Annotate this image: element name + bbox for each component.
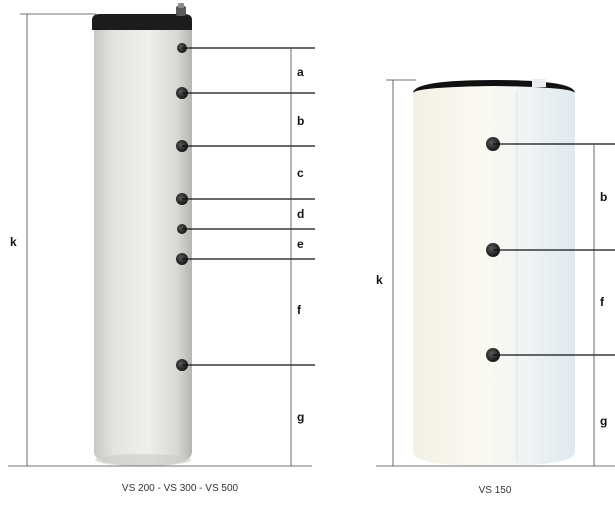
left-port-2 (176, 87, 315, 99)
right-tank (413, 79, 575, 466)
right-height-dimension (376, 79, 615, 467)
right-connections (486, 137, 615, 362)
left-tank-bottom (95, 454, 191, 466)
left-port-5 (177, 224, 315, 234)
right-tank-rim-highlight (532, 79, 546, 87)
right-caption: VS 150 (478, 485, 512, 496)
left-section-label-f: f (297, 303, 302, 317)
left-tank-valve-top (178, 3, 184, 8)
left-tank-body (94, 30, 192, 466)
right-section-label-g: g (600, 414, 607, 428)
left-section-label-a: a (297, 65, 304, 79)
left-section-label-g: g (297, 410, 304, 424)
left-section-label-c: c (297, 166, 304, 180)
left-connections (176, 43, 315, 371)
left-port-3 (176, 140, 315, 152)
right-tank-body (413, 80, 575, 466)
left-caption: VS 200 - VS 300 - VS 500 (121, 483, 239, 494)
left-height-label: k (10, 235, 17, 249)
left-section-label-b: b (297, 114, 304, 128)
left-height-dimension (8, 13, 312, 467)
left-tank (92, 3, 192, 466)
right-port-1 (486, 137, 615, 151)
left-tank-valve (176, 6, 186, 16)
right-section-label-f: f (600, 295, 605, 309)
left-section-label-d: d (297, 207, 304, 221)
left-tank-cap (92, 14, 192, 30)
right-height-label: k (376, 273, 383, 287)
right-section-label-b: b (600, 190, 607, 204)
left-port-7 (176, 359, 315, 371)
left-port-1 (177, 43, 315, 53)
right-port-3 (486, 348, 615, 362)
left-port-6 (176, 253, 315, 265)
left-port-4 (176, 193, 315, 205)
left-section-label-e: e (297, 237, 304, 251)
right-port-2 (486, 243, 615, 257)
